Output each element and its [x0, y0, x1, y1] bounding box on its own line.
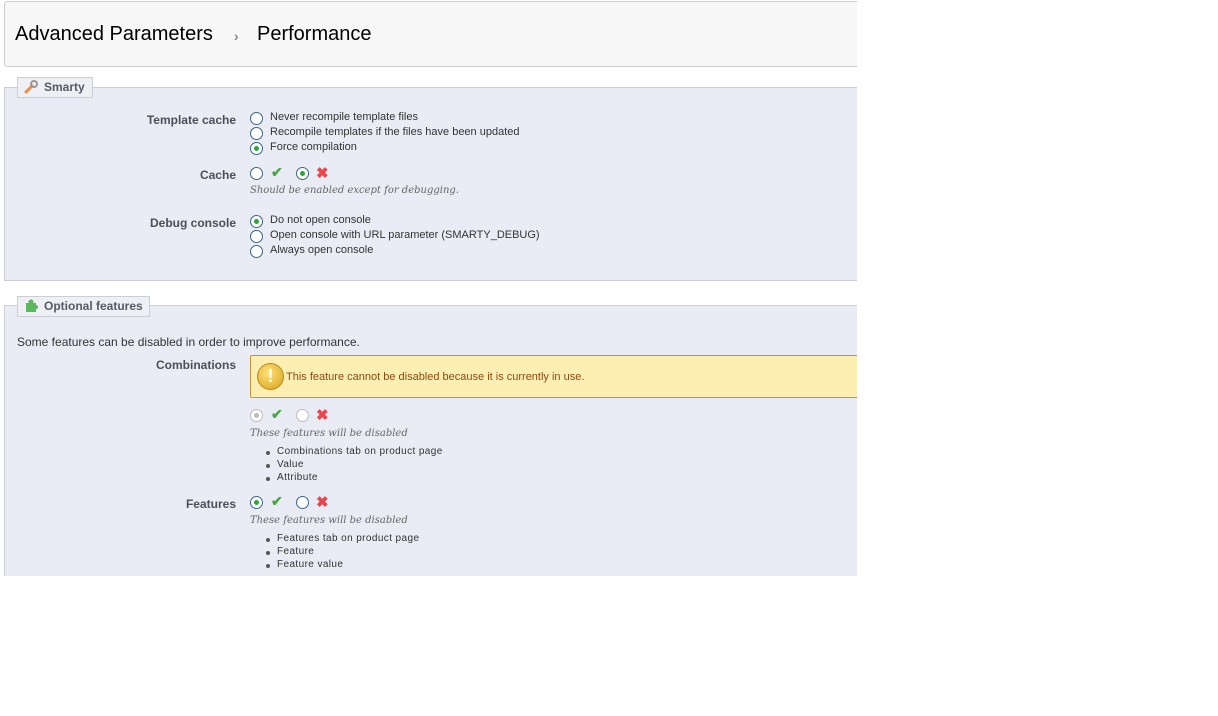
wrench-icon [24, 80, 38, 94]
template-cache-radio-force[interactable] [250, 142, 263, 155]
smarty-fieldset [4, 87, 857, 281]
list-item: Features tab on product page [265, 533, 420, 544]
warning-text: This feature cannot be disabled because … [286, 371, 585, 383]
list-item: Feature value [265, 559, 344, 570]
page-header: Advanced Parameters › Performance [4, 1, 857, 67]
optional-features-legend: Optional features [17, 296, 150, 317]
template-cache-option-recompile[interactable]: Recompile templates if the files have be… [270, 126, 520, 138]
combinations-hint: These features will be disabled [250, 428, 408, 439]
debug-console-label: Debug console [149, 216, 236, 230]
check-icon: ✔ [271, 406, 283, 422]
template-cache-radio-recompile[interactable] [250, 127, 263, 140]
smarty-legend-text: Smarty [44, 80, 85, 94]
template-cache-option-never[interactable]: Never recompile template files [270, 111, 418, 123]
cache-label: Cache [199, 168, 236, 182]
smarty-legend: Smarty [17, 77, 93, 98]
debug-radio-do-not-open[interactable] [250, 215, 263, 228]
list-item: Value [266, 459, 304, 470]
features-label: Features [185, 497, 236, 511]
features-yes-radio[interactable] [250, 496, 263, 509]
list-item: Feature [265, 546, 315, 557]
puzzle-icon [26, 299, 38, 312]
features-hint: These features will be disabled [250, 515, 408, 526]
breadcrumb-chevron-icon: › [234, 28, 239, 44]
combinations-no-radio[interactable] [296, 409, 309, 422]
debug-option-do-not-open[interactable]: Do not open console [270, 214, 371, 226]
features-no-radio[interactable] [296, 496, 309, 509]
check-icon: ✔ [271, 493, 283, 509]
list-item: Attribute [266, 472, 318, 483]
cache-hint: Should be enabled except for debugging. [250, 185, 459, 196]
cross-icon: ✖ [316, 165, 329, 182]
cache-yes-radio[interactable] [250, 167, 263, 180]
check-icon: ✔ [271, 164, 283, 180]
combinations-yes-radio[interactable] [250, 409, 263, 422]
optional-features-legend-text: Optional features [44, 299, 143, 313]
debug-option-always[interactable]: Always open console [270, 244, 374, 256]
optional-features-intro: Some features can be disabled in order t… [17, 335, 360, 349]
template-cache-radio-never[interactable] [250, 112, 263, 125]
debug-radio-url-param[interactable] [250, 230, 263, 243]
debug-option-url-param[interactable]: Open console with URL parameter (SMARTY_… [270, 229, 540, 241]
combinations-warning: ! This feature cannot be disabled becaus… [250, 355, 857, 398]
cache-no-radio[interactable] [296, 167, 309, 180]
breadcrumb-current: Performance [257, 23, 372, 45]
template-cache-label: Template cache [146, 113, 236, 127]
template-cache-option-force[interactable]: Force compilation [270, 141, 357, 153]
combinations-label: Combinations [156, 358, 236, 372]
debug-radio-always[interactable] [250, 245, 263, 258]
optional-features-fieldset [4, 305, 857, 576]
breadcrumb-parent[interactable]: Advanced Parameters [15, 23, 213, 45]
warning-icon: ! [257, 363, 284, 390]
list-item: Combinations tab on product page [266, 446, 443, 457]
cross-icon: ✖ [316, 494, 329, 511]
cross-icon: ✖ [316, 407, 329, 424]
